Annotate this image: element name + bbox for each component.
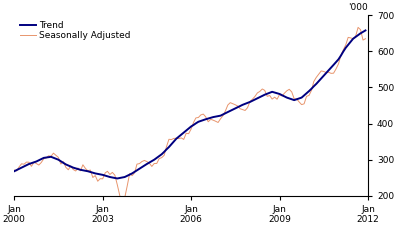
Legend: Trend, Seasonally Adjusted: Trend, Seasonally Adjusted — [19, 20, 132, 41]
Text: '000: '000 — [348, 3, 368, 12]
